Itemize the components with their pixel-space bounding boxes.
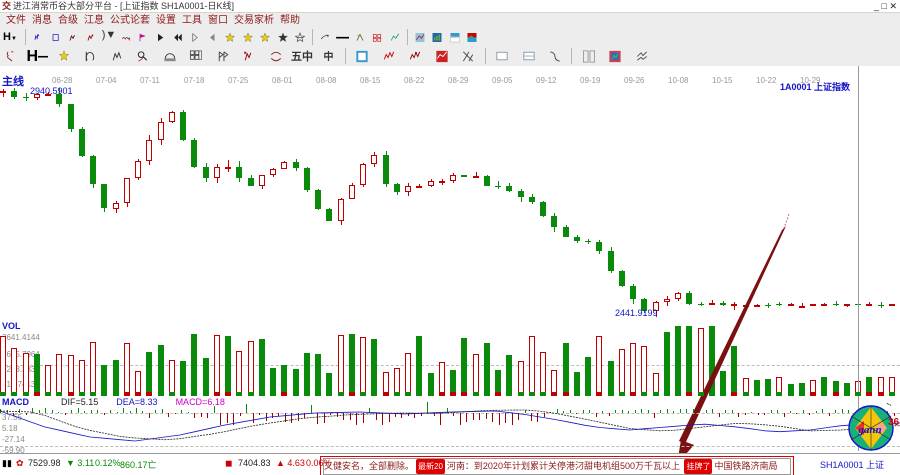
svg-text:gann: gann	[857, 424, 881, 436]
